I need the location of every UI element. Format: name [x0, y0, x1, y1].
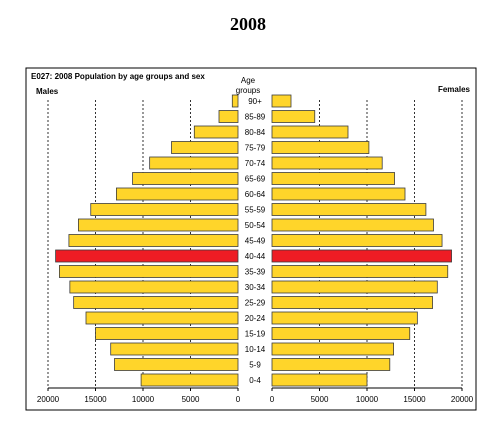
age-group-label-40-44: 40-44	[245, 252, 266, 261]
males-label: Males	[36, 87, 59, 96]
bar-female-20-24	[271, 311, 418, 325]
bar-male-35-39	[59, 265, 239, 278]
tick-label-female-15000: 15000	[403, 395, 426, 404]
bar-female-55-59	[271, 203, 427, 216]
bar-female-5-9	[271, 358, 391, 371]
age-group-label-55-59: 55-59	[245, 206, 266, 215]
age-group-label-35-39: 35-39	[245, 268, 266, 277]
bar-female-80-84	[271, 125, 349, 139]
bar-female-75-79	[271, 141, 370, 154]
age-group-label-65-69: 65-69	[245, 175, 266, 184]
bar-male-70-74	[149, 156, 239, 170]
bar-male-30-34	[69, 280, 239, 294]
bar-female-45-49	[271, 234, 443, 247]
tick-label-female-5000: 5000	[311, 395, 329, 404]
age-group-label-70-74: 70-74	[245, 159, 266, 168]
bar-male-55-59	[90, 203, 239, 216]
bar-male-45-49	[68, 234, 239, 247]
age-group-label-60-64: 60-64	[245, 190, 266, 199]
bar-male-5-9	[114, 358, 239, 371]
age-group-label-10-14: 10-14	[245, 345, 266, 354]
age-group-label-20-24: 20-24	[245, 314, 266, 323]
bar-female-50-54	[271, 218, 434, 232]
age-group-label-50-54: 50-54	[245, 221, 266, 230]
bar-female-35-39	[271, 265, 449, 278]
bar-male-60-64	[116, 187, 239, 201]
age-groups-label-line2: groups	[236, 86, 260, 95]
bar-male-25-29	[73, 296, 239, 309]
age-group-label-0-4: 0-4	[249, 376, 261, 385]
bar-female-60-64	[271, 187, 406, 201]
tick-label-male-20000: 20000	[37, 395, 60, 404]
age-group-label-30-34: 30-34	[245, 283, 266, 292]
page-title: 2008	[230, 14, 266, 34]
bar-female-15-19	[271, 327, 411, 340]
bar-male-75-79	[171, 141, 239, 154]
bar-female-25-29	[271, 296, 433, 309]
age-group-label-80-84: 80-84	[245, 128, 266, 137]
age-groups-label-line1: Age	[241, 76, 256, 85]
age-group-label-75-79: 75-79	[245, 144, 266, 153]
bar-male-65-69	[132, 172, 239, 185]
bar-female-85-89	[271, 110, 316, 123]
bar-female-90+	[271, 94, 292, 108]
tick-label-female-0: 0	[270, 395, 275, 404]
bar-male-0-4	[140, 373, 239, 387]
chart-title: E027: 2008 Population by age groups and …	[31, 72, 205, 81]
bar-male-90+	[231, 94, 239, 108]
females-label: Females	[438, 85, 471, 94]
bar-male-15-19	[95, 327, 239, 340]
tick-label-female-10000: 10000	[356, 395, 379, 404]
bar-male-20-24	[85, 311, 239, 325]
age-group-label-90+: 90+	[248, 97, 262, 106]
bar-male-40-44	[55, 249, 239, 263]
age-group-label-85-89: 85-89	[245, 113, 266, 122]
bar-female-70-74	[271, 156, 383, 170]
tick-label-female-20000: 20000	[451, 395, 474, 404]
bar-female-10-14	[271, 342, 394, 356]
bar-female-65-69	[271, 172, 395, 185]
age-group-label-25-29: 25-29	[245, 299, 266, 308]
tick-label-male-10000: 10000	[132, 395, 155, 404]
bar-female-30-34	[271, 280, 438, 294]
tick-label-male-5000: 5000	[182, 395, 200, 404]
bar-female-0-4	[271, 373, 368, 387]
age-group-label-5-9: 5-9	[249, 361, 261, 370]
bar-female-40-44	[271, 249, 452, 263]
bar-male-85-89	[218, 110, 239, 123]
bar-male-10-14	[110, 342, 239, 356]
tick-label-male-15000: 15000	[84, 395, 107, 404]
tick-label-male-0: 0	[236, 395, 241, 404]
age-group-label-45-49: 45-49	[245, 237, 266, 246]
bar-male-50-54	[78, 218, 239, 232]
age-group-label-15-19: 15-19	[245, 330, 266, 339]
bar-male-80-84	[193, 125, 239, 139]
